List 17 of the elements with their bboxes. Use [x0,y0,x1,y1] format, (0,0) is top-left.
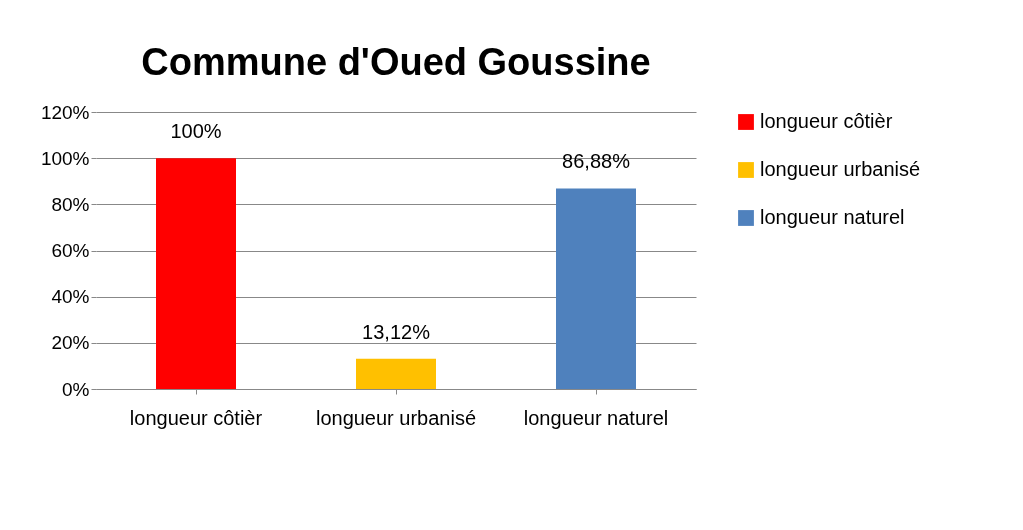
y-tick-label: 40% [51,286,90,308]
legend-label: longueur naturel [760,206,905,228]
y-tick-label: 100% [40,147,90,169]
chart-title: Commune d'Oued Goussine [141,41,651,83]
y-tick-label: 80% [51,193,90,215]
x-tick-label: longueur côtièr [129,406,263,429]
legend-label: longueur urbanisé [760,158,921,180]
data-label: 100% [170,120,222,143]
x-tick-label: longueur naturel [523,406,669,429]
data-label: 13,12% [362,320,431,343]
y-tick-label: 0% [62,378,90,400]
x-tick-label: longueur urbanisé [315,406,477,429]
y-tick-label: 120% [40,101,90,123]
data-label: 86,88% [562,150,631,173]
y-tick-label: 20% [51,332,90,354]
legend-label: longueur côtièr [760,110,893,132]
y-tick-label: 60% [51,240,90,261]
